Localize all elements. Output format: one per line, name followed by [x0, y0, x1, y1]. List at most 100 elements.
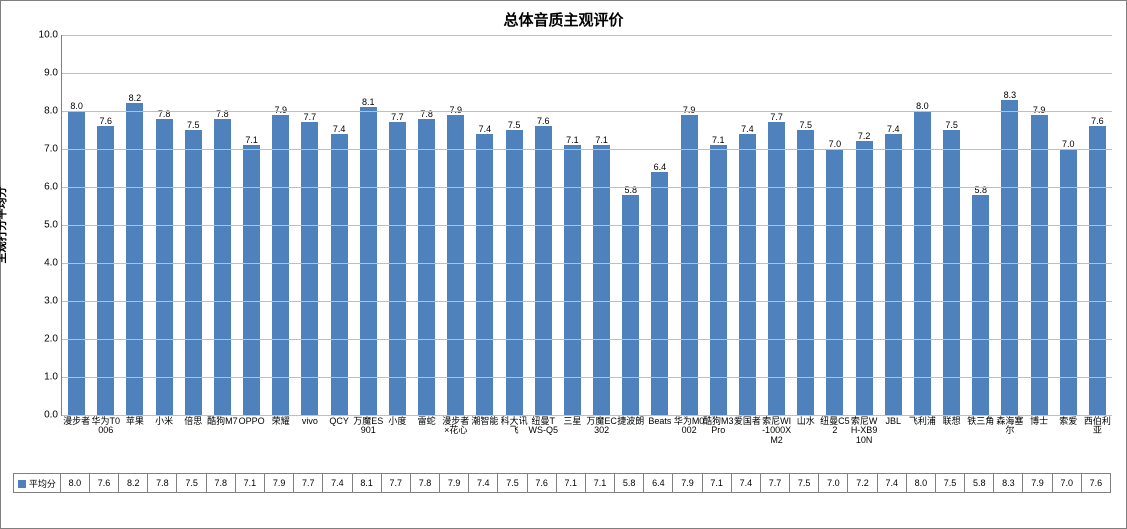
gridline: [62, 225, 1112, 226]
x-tick-label: 荣耀: [265, 417, 296, 426]
x-tick-label: 索爱: [1053, 417, 1084, 426]
table-cell: 7.9: [673, 474, 702, 493]
bar-value-label: 7.1: [712, 135, 725, 145]
bar: 7.4: [739, 134, 756, 415]
table-cell: 7.8: [410, 474, 439, 493]
gridline: [62, 149, 1112, 150]
y-tick: 1.0: [44, 372, 62, 383]
table-cell: 8.2: [119, 474, 148, 493]
x-tick-label: 酷狗M7: [207, 417, 238, 426]
bar-value-label: 7.9: [274, 105, 287, 115]
y-tick: 2.0: [44, 334, 62, 345]
y-tick: 9.0: [44, 68, 62, 79]
y-tick: 4.0: [44, 258, 62, 269]
bar: 7.9: [1031, 115, 1048, 415]
x-tick-label: 山水: [790, 417, 821, 426]
gridline: [62, 35, 1112, 36]
bar-value-label: 7.4: [741, 124, 754, 134]
table-header-cell: 平均分: [14, 474, 61, 493]
data-table: 平均分8.07.68.27.87.57.87.17.97.77.48.17.77…: [13, 473, 1111, 493]
bar-value-label: 8.1: [362, 97, 375, 107]
bar-value-label: 7.9: [683, 105, 696, 115]
bar: 7.1: [593, 145, 610, 415]
bar-value-label: 7.1: [245, 135, 258, 145]
y-tick: 10.0: [39, 30, 62, 41]
bar-value-label: 7.7: [391, 112, 404, 122]
table-cell: 7.7: [294, 474, 323, 493]
bar-value-label: 7.2: [858, 131, 871, 141]
table-cell: 7.5: [935, 474, 964, 493]
bar-value-label: 7.4: [479, 124, 492, 134]
table-cell: 7.5: [790, 474, 819, 493]
x-tick-label: QCY: [324, 417, 355, 426]
bar: 5.8: [622, 195, 639, 415]
y-axis-label: 主观打分平均分: [0, 187, 9, 264]
gridline: [62, 377, 1112, 378]
table-row: 平均分8.07.68.27.87.57.87.17.97.77.48.17.77…: [14, 474, 1111, 493]
table-cell: 7.1: [585, 474, 614, 493]
x-tick-label: 华为T0006: [90, 417, 121, 436]
table-cell: 7.1: [556, 474, 585, 493]
table-cell: 7.4: [323, 474, 352, 493]
table-cell: 7.9: [440, 474, 469, 493]
table-cell: 7.9: [1023, 474, 1052, 493]
x-tick-label: vivo: [294, 417, 325, 426]
x-tick-label: 铁三角: [965, 417, 996, 426]
bar: 7.1: [243, 145, 260, 415]
table-cell: 7.4: [731, 474, 760, 493]
x-tick-label: 博士: [1024, 417, 1055, 426]
bar: 7.8: [418, 119, 435, 415]
bar-value-label: 8.0: [70, 101, 83, 111]
bar: 8.2: [126, 103, 143, 415]
x-tick-label: 小度: [382, 417, 413, 426]
x-tick-label: 捷波朗: [615, 417, 646, 426]
bar: 7.9: [681, 115, 698, 415]
bar: 7.4: [476, 134, 493, 415]
legend-swatch-icon: [18, 480, 26, 488]
table-cell: 8.3: [994, 474, 1023, 493]
bar: 7.5: [943, 130, 960, 415]
x-tick-label: 万魔ES901: [353, 417, 384, 436]
x-tick-label: 倍思: [178, 417, 209, 426]
plot-area: 8.07.68.27.87.57.87.17.97.77.48.17.77.87…: [61, 35, 1112, 416]
table-cell: 7.5: [498, 474, 527, 493]
x-tick-label: 纽曼C52: [819, 417, 850, 436]
x-tick-label: 联想: [936, 417, 967, 426]
table-cell: 7.6: [527, 474, 556, 493]
bar-value-label: 7.7: [770, 112, 783, 122]
x-tick-label: 漫步者×花心: [440, 417, 471, 436]
bar: 7.5: [185, 130, 202, 415]
bar: 5.8: [972, 195, 989, 415]
bar-value-label: 7.9: [449, 105, 462, 115]
x-tick-label: 小米: [149, 417, 180, 426]
bar-value-label: 7.6: [537, 116, 550, 126]
bar-value-label: 7.5: [945, 120, 958, 130]
bar-value-label: 8.2: [129, 93, 142, 103]
x-tick-label: 索尼WI-1000XM2: [761, 417, 792, 445]
x-tick-label: 苹果: [119, 417, 150, 426]
gridline: [62, 415, 1112, 416]
x-tick-label: 飞利浦: [907, 417, 938, 426]
legend-label: 平均分: [29, 479, 56, 489]
x-tick-label: Beats: [644, 417, 675, 426]
x-tick-label: 纽曼TWS-Q5: [528, 417, 559, 436]
y-tick: 6.0: [44, 182, 62, 193]
bar: 7.0: [826, 149, 843, 415]
gridline: [62, 111, 1112, 112]
table-cell: 7.8: [206, 474, 235, 493]
bar: 7.6: [1089, 126, 1106, 415]
bar-value-label: 7.4: [887, 124, 900, 134]
bar: 7.4: [885, 134, 902, 415]
y-tick: 7.0: [44, 144, 62, 155]
chart-title: 总体音质主观评价: [1, 9, 1126, 30]
bar-value-label: 7.7: [304, 112, 317, 122]
bar: 7.7: [301, 122, 318, 415]
bar-value-label: 7.5: [799, 120, 812, 130]
y-tick: 0.0: [44, 410, 62, 421]
bar-value-label: 7.9: [1033, 105, 1046, 115]
bar-value-label: 7.0: [1062, 139, 1075, 149]
bar: 7.9: [272, 115, 289, 415]
y-tick: 5.0: [44, 220, 62, 231]
bar: 7.1: [564, 145, 581, 415]
bar: 6.4: [651, 172, 668, 415]
